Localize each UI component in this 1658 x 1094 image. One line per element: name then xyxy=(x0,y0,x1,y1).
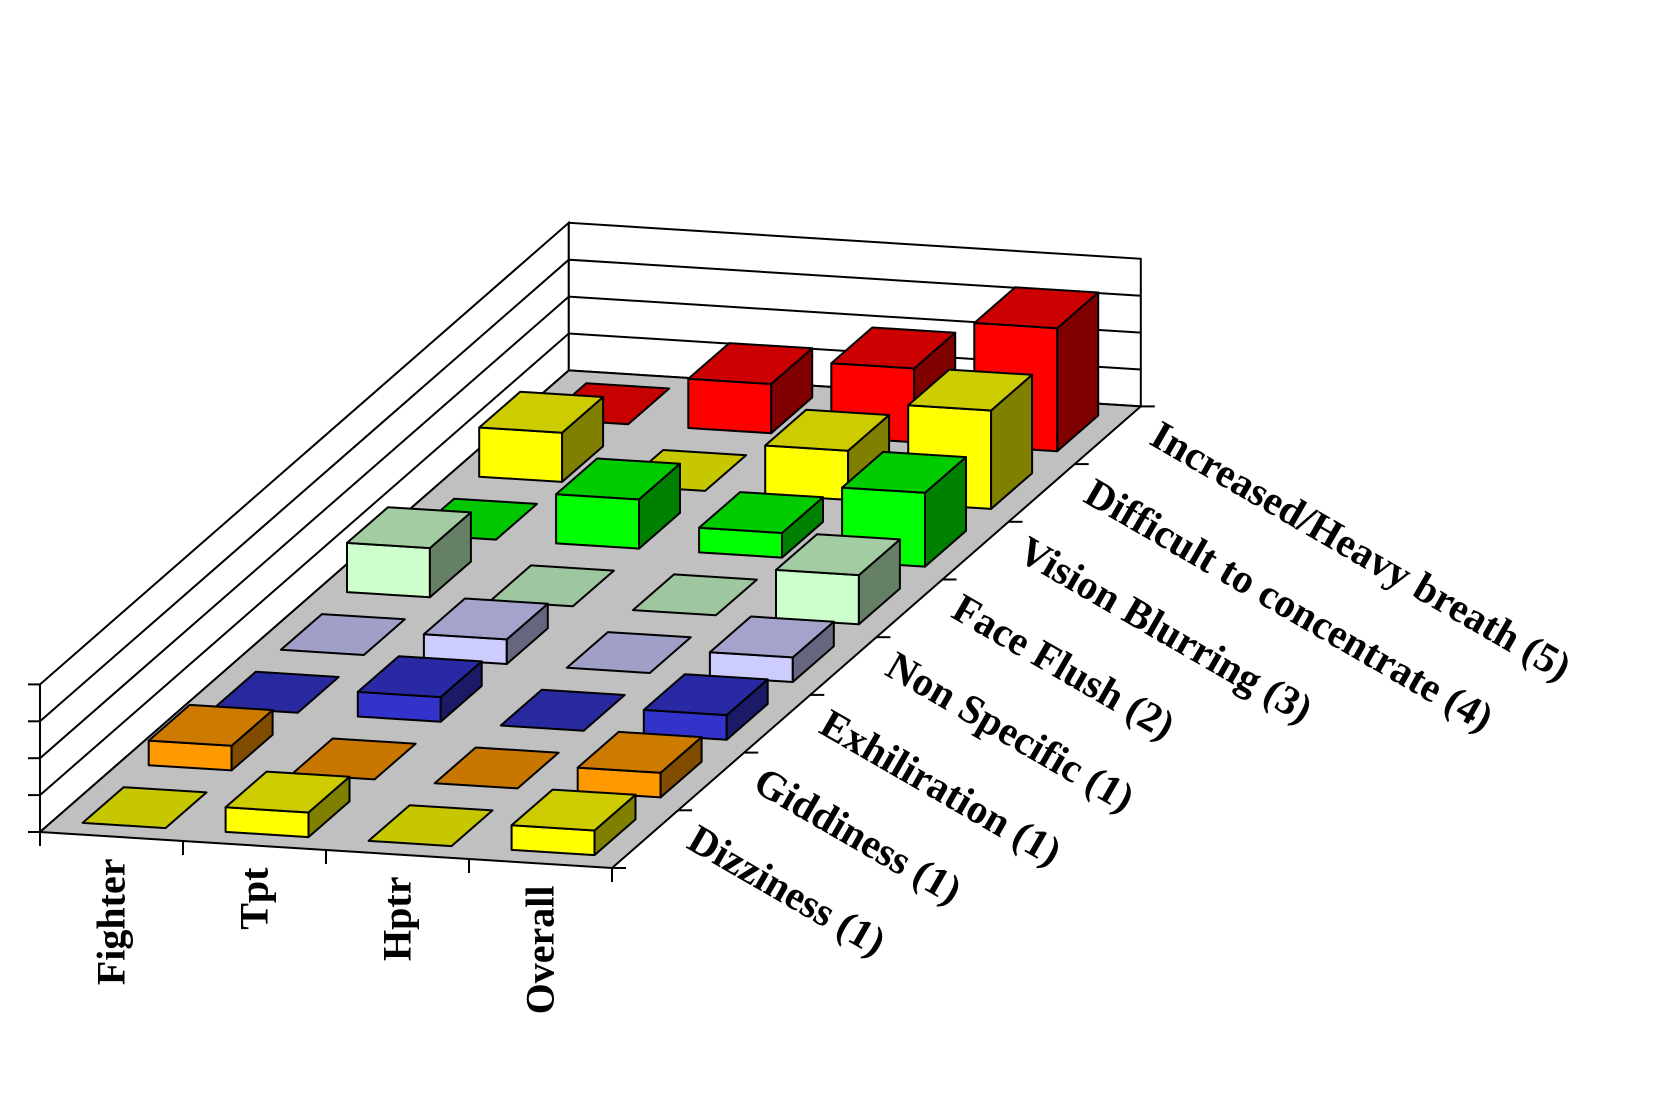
bar-top xyxy=(642,673,769,717)
bar-top xyxy=(565,631,692,674)
bar xyxy=(478,390,605,483)
bar-top xyxy=(698,491,824,534)
bar-top xyxy=(510,788,637,832)
bar xyxy=(555,457,681,550)
bar xyxy=(422,597,549,665)
bar xyxy=(279,613,406,656)
bar xyxy=(367,804,494,848)
bar xyxy=(642,673,769,741)
bar xyxy=(499,688,626,732)
bar-top xyxy=(576,730,703,774)
bar-top xyxy=(478,390,605,434)
bar-top xyxy=(764,408,891,452)
bar xyxy=(147,703,274,772)
x-tick-label: Tpt xyxy=(232,867,277,930)
bar xyxy=(433,746,560,790)
gridline xyxy=(39,258,1141,723)
chart-bars xyxy=(81,286,1100,857)
bar-top xyxy=(830,326,957,370)
bar xyxy=(224,770,351,839)
bar xyxy=(841,450,967,568)
bar-front xyxy=(346,541,431,599)
bar-top xyxy=(356,655,483,699)
x-tick-label: Hptr xyxy=(375,877,420,961)
bar-top xyxy=(147,703,274,747)
bar-top xyxy=(687,342,814,385)
bar-front xyxy=(478,426,564,483)
chart-axes xyxy=(28,405,1155,882)
bar xyxy=(510,788,637,857)
bar-top xyxy=(775,533,901,577)
bar-top xyxy=(224,770,351,814)
bar-top xyxy=(555,457,681,501)
bar-top xyxy=(422,597,549,641)
bar-top xyxy=(841,450,967,494)
bar-top xyxy=(81,786,208,830)
bar xyxy=(346,506,472,599)
bar-top xyxy=(708,615,835,659)
bar xyxy=(576,730,703,799)
bar-front xyxy=(775,568,860,626)
bar xyxy=(356,655,483,723)
bar xyxy=(632,573,758,617)
bar-front xyxy=(555,493,640,550)
bar-front xyxy=(764,444,850,501)
bar-top xyxy=(632,573,758,617)
bar-top xyxy=(973,286,1100,330)
bar-top xyxy=(367,804,494,848)
bar-top xyxy=(907,368,1034,412)
bar xyxy=(698,491,824,559)
bar-top xyxy=(433,746,560,790)
bar xyxy=(687,342,814,435)
bar xyxy=(708,615,835,683)
bar-front xyxy=(687,377,773,435)
x-tick-label: Fighter xyxy=(89,859,134,986)
bar xyxy=(565,631,692,674)
x-tick-label: Overall xyxy=(518,886,563,1015)
bar xyxy=(775,533,901,626)
bar-top xyxy=(499,688,626,732)
bar xyxy=(81,786,208,830)
gridline xyxy=(39,295,1141,759)
bar-top xyxy=(346,506,472,550)
bar-top xyxy=(279,613,406,656)
